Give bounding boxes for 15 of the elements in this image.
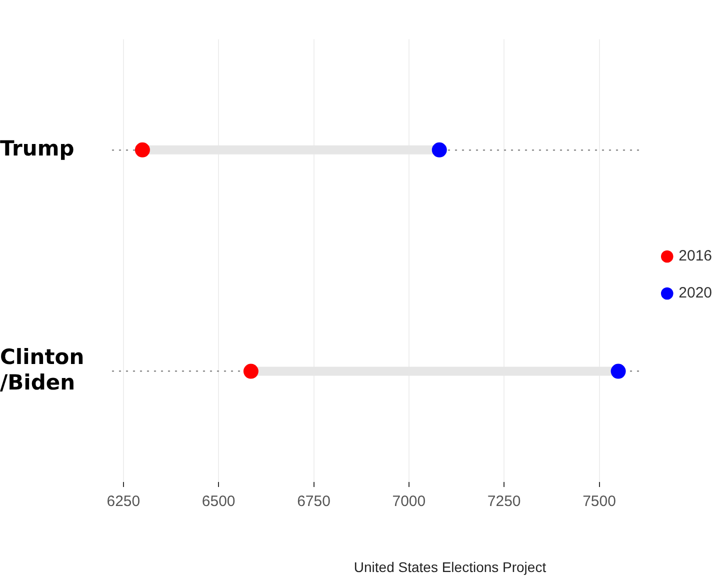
- x-tick-label: 7500: [582, 493, 616, 510]
- x-tick-label: 6500: [202, 493, 236, 510]
- y-tick-label: Clinton/Biden: [0, 345, 84, 394]
- point: [610, 364, 626, 379]
- legend-label: 2016: [678, 248, 712, 265]
- x-tick-label: 6250: [106, 493, 140, 510]
- x-tick-label: 6750: [297, 493, 330, 510]
- x-tick-label: 7250: [487, 493, 521, 510]
- point: [243, 364, 258, 379]
- y-tick-label: Trump: [0, 136, 74, 160]
- text: United States Elections Project: [354, 558, 546, 575]
- x-tick-label: 7000: [392, 493, 426, 510]
- legend-label: 2020: [678, 284, 712, 302]
- point: [134, 142, 150, 158]
- point: [432, 142, 447, 158]
